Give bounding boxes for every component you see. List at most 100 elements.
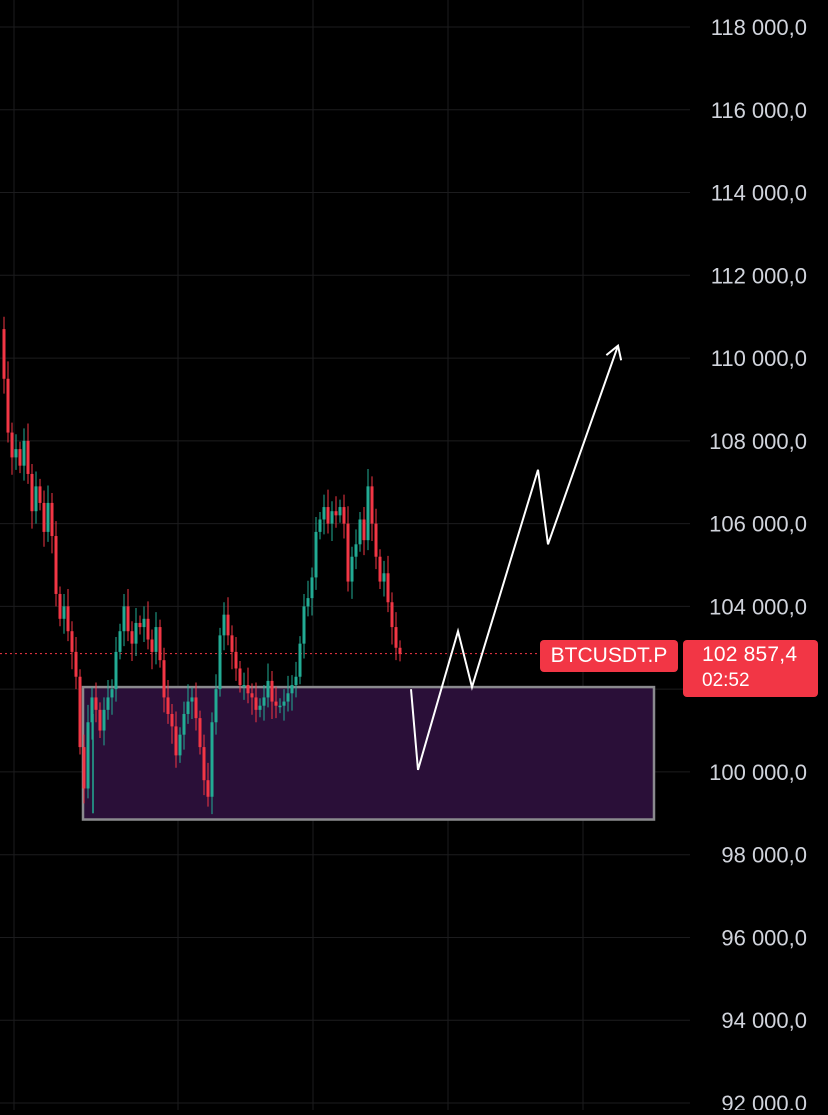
candle-body xyxy=(134,622,138,644)
candle-body xyxy=(326,507,330,524)
candle-body xyxy=(206,780,210,797)
candle-body xyxy=(130,631,134,644)
candle-body xyxy=(102,709,106,731)
candle-body xyxy=(322,507,326,520)
price-tick-label: 118 000,0 xyxy=(711,15,807,40)
candle-body xyxy=(198,718,202,748)
candle-body xyxy=(210,722,214,797)
candle-body xyxy=(222,614,226,636)
candle-body xyxy=(370,486,374,524)
candle-body xyxy=(294,676,298,686)
candle-body xyxy=(302,606,306,644)
candle-body xyxy=(82,747,86,789)
price-tick-label: 98 000,0 xyxy=(721,843,807,868)
candle-body xyxy=(338,507,342,516)
demand-zone-box xyxy=(81,685,656,821)
candle-body xyxy=(110,689,114,698)
candle-body xyxy=(298,643,302,677)
candle-body xyxy=(214,689,218,723)
candle-body xyxy=(22,440,26,466)
candle-body xyxy=(26,440,30,474)
last-price-label: 102 857,4 02:52 xyxy=(683,640,818,697)
candle-body xyxy=(94,697,98,710)
candle-body xyxy=(150,639,154,652)
candle-body xyxy=(62,606,66,619)
candle-body xyxy=(6,378,10,433)
symbol-label: BTCUSDT.P xyxy=(540,640,678,672)
price-tick-label: 94 000,0 xyxy=(721,1008,807,1033)
candle-body xyxy=(310,577,314,599)
candle-body xyxy=(46,502,50,532)
price-tick-label: 114 000,0 xyxy=(711,181,807,206)
candle-body xyxy=(78,676,82,748)
candle-body xyxy=(114,651,118,690)
candle-body xyxy=(254,697,258,710)
candle-body xyxy=(398,647,402,654)
candle-body xyxy=(390,602,394,628)
price-tick-label: 110 000,0 xyxy=(711,346,807,371)
candle-body xyxy=(350,556,354,582)
candle-body xyxy=(90,697,94,723)
candle-body xyxy=(42,502,46,532)
candle-body xyxy=(54,536,58,594)
grid xyxy=(0,0,690,1110)
candle-body xyxy=(106,697,110,710)
candle-body xyxy=(186,701,190,714)
candle-body xyxy=(190,697,194,702)
candle-body xyxy=(74,651,78,677)
candle-body xyxy=(274,701,278,706)
candle-body xyxy=(266,680,270,698)
candle-body xyxy=(238,668,242,686)
candles xyxy=(2,316,402,815)
candle-body xyxy=(230,635,234,652)
candle-body xyxy=(38,486,42,503)
price-tick-label: 106 000,0 xyxy=(709,512,807,537)
candle-body xyxy=(170,713,174,727)
candle-body xyxy=(306,598,310,607)
price-tick-label: 112 000,0 xyxy=(711,263,807,288)
candle-body xyxy=(86,722,90,789)
price-axis[interactable]: 118 000,0 116 000,0 114 000,0 112 000,0 110 … xyxy=(709,15,807,1115)
candle-body xyxy=(50,502,54,537)
candle-body xyxy=(126,606,130,632)
candle-body xyxy=(142,618,146,628)
candle-body xyxy=(218,635,222,690)
price-tick-label: 96 000,0 xyxy=(721,925,807,950)
candle-body xyxy=(366,486,370,541)
candle-body xyxy=(394,627,398,648)
candle-body xyxy=(154,627,158,652)
candle-body xyxy=(98,709,102,731)
candle-body xyxy=(278,705,282,708)
candle-body xyxy=(290,685,294,694)
candle-body xyxy=(314,531,318,578)
candle-body xyxy=(146,618,150,640)
candle-body xyxy=(194,697,198,719)
price-tick-label: 104 000,0 xyxy=(709,594,807,619)
demand-zone-layer xyxy=(81,685,656,821)
candle-body xyxy=(174,726,178,756)
candle-body xyxy=(342,507,346,524)
candle-body xyxy=(374,523,378,557)
candle-body xyxy=(270,680,274,702)
candle-body xyxy=(66,606,70,632)
candle-body xyxy=(250,693,254,698)
projection-arrowhead xyxy=(605,343,623,361)
candle-body xyxy=(178,734,182,756)
candle-body xyxy=(358,519,362,545)
projection-arrow-layer xyxy=(410,343,623,771)
candle-body xyxy=(286,693,290,702)
last-price-value: 102 857,4 xyxy=(702,643,798,666)
candle-body xyxy=(14,449,18,458)
candle-body xyxy=(202,747,206,781)
candle-body xyxy=(2,329,6,379)
price-tick-label: 100 000,0 xyxy=(709,760,807,785)
candle-body xyxy=(362,519,366,541)
candle-body xyxy=(258,705,262,710)
candle-body xyxy=(242,685,246,687)
candle-body xyxy=(318,519,322,532)
candle-body xyxy=(30,473,34,512)
candle-body xyxy=(226,614,230,636)
candle-body xyxy=(70,631,74,652)
